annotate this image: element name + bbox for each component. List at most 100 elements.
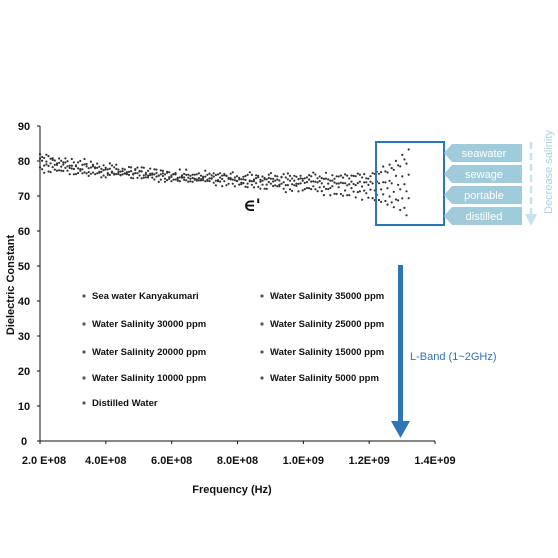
data-point <box>140 170 143 173</box>
data-point <box>195 179 198 182</box>
data-point <box>176 177 179 181</box>
data-point <box>60 169 63 172</box>
data-point <box>407 148 410 151</box>
data-point <box>147 169 150 172</box>
data-point <box>261 179 264 182</box>
data-point <box>94 173 97 176</box>
data-point <box>244 178 247 181</box>
data-point <box>348 177 351 180</box>
data-point <box>255 177 258 180</box>
data-point <box>394 174 398 177</box>
data-point <box>329 179 332 182</box>
legend-label: Water Salinity 5000 ppm <box>270 373 379 384</box>
data-point <box>96 166 99 169</box>
data-point <box>337 175 340 178</box>
data-point <box>115 173 118 176</box>
salinity-tag <box>444 186 522 204</box>
data-point <box>144 171 147 174</box>
data-point <box>183 176 186 179</box>
data-point <box>163 180 167 183</box>
decrease-salinity-label: Decrease salinity <box>543 130 555 214</box>
data-point <box>102 169 105 172</box>
data-point <box>390 201 393 204</box>
data-point <box>55 169 59 172</box>
data-point <box>377 182 381 185</box>
data-point <box>210 177 213 180</box>
epsilon-annotation: ∈' <box>243 196 261 216</box>
data-point <box>269 182 272 185</box>
data-point <box>280 176 283 179</box>
data-point <box>83 163 86 166</box>
data-point <box>354 175 357 178</box>
data-point <box>327 178 330 181</box>
data-point <box>79 168 82 171</box>
data-point <box>301 179 304 182</box>
data-point <box>166 170 169 173</box>
data-point <box>136 176 139 179</box>
y-tick-label: 50 <box>18 261 30 273</box>
data-point <box>77 161 80 164</box>
data-point <box>94 167 97 170</box>
data-point <box>199 179 203 182</box>
data-point <box>113 173 116 176</box>
data-point <box>62 163 65 166</box>
data-point <box>333 181 336 184</box>
data-point <box>312 180 315 183</box>
data-point <box>68 166 71 169</box>
data-point <box>43 164 46 167</box>
data-point <box>308 187 311 190</box>
data-point <box>261 183 264 186</box>
data-point <box>208 172 211 175</box>
data-point <box>248 180 251 183</box>
data-point <box>106 172 109 175</box>
data-point <box>288 188 292 191</box>
data-point <box>202 177 205 180</box>
data-point <box>392 206 395 209</box>
data-point <box>392 190 395 193</box>
data-point <box>106 168 109 171</box>
data-point <box>174 178 177 181</box>
data-point <box>153 168 156 171</box>
data-point <box>81 168 84 171</box>
data-point <box>246 173 249 176</box>
data-point <box>350 187 353 190</box>
data-point <box>299 174 302 177</box>
data-point <box>227 177 230 180</box>
data-point <box>49 157 52 160</box>
data-point <box>312 171 315 174</box>
data-point <box>98 171 101 174</box>
data-point <box>318 175 321 178</box>
data-point <box>115 163 118 166</box>
data-point <box>352 182 355 186</box>
data-point <box>401 197 404 200</box>
legend-label: Distilled Water <box>92 398 158 409</box>
data-point <box>219 172 222 175</box>
salinity-tag <box>444 165 522 183</box>
data-point <box>231 178 234 181</box>
data-point <box>358 173 361 176</box>
data-point <box>291 189 294 192</box>
data-point <box>312 185 315 188</box>
data-point <box>235 179 239 183</box>
data-point <box>121 173 124 176</box>
data-point <box>371 182 374 185</box>
x-tick-label: 1.0E+09 <box>283 455 324 467</box>
data-point <box>58 157 61 160</box>
data-point <box>147 174 150 177</box>
data-point <box>263 178 266 181</box>
data-point <box>163 177 167 180</box>
data-point <box>371 172 374 175</box>
data-point <box>288 179 292 182</box>
data-point <box>322 185 325 188</box>
data-point <box>276 178 279 181</box>
data-point <box>87 167 90 170</box>
data-point <box>397 183 400 186</box>
data-point <box>62 161 65 164</box>
data-point <box>333 177 336 180</box>
data-point <box>62 169 65 173</box>
data-point <box>303 188 306 191</box>
data-point <box>265 183 268 186</box>
data-point <box>79 169 82 172</box>
data-point <box>214 173 217 177</box>
